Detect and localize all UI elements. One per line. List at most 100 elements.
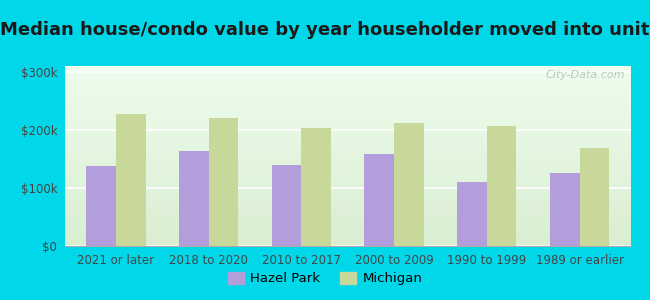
Bar — [65, 178, 630, 179]
Bar — [272, 165, 302, 246]
Bar — [65, 147, 630, 149]
Bar — [65, 208, 630, 210]
Bar — [65, 223, 630, 224]
Bar — [65, 133, 630, 134]
Bar — [65, 190, 630, 192]
Bar — [65, 73, 630, 75]
Bar — [65, 79, 630, 80]
Bar — [65, 230, 630, 232]
Bar — [65, 82, 630, 84]
Bar — [65, 244, 630, 246]
Bar — [65, 84, 630, 86]
Bar — [65, 192, 630, 194]
Bar — [65, 93, 630, 95]
Bar — [302, 128, 331, 246]
Bar — [65, 217, 630, 219]
Bar — [65, 134, 630, 136]
Bar — [65, 237, 630, 239]
Bar — [65, 116, 630, 118]
Bar — [65, 212, 630, 214]
Bar — [65, 115, 630, 116]
Bar — [65, 145, 630, 147]
Bar — [65, 97, 630, 98]
Bar — [65, 149, 630, 151]
Bar — [65, 210, 630, 212]
Bar — [65, 80, 630, 82]
Bar — [65, 89, 630, 91]
Bar — [65, 188, 630, 190]
Bar — [65, 151, 630, 152]
Bar — [65, 228, 630, 230]
Bar — [65, 142, 630, 143]
Bar — [65, 235, 630, 237]
Bar — [65, 179, 630, 181]
Bar — [550, 173, 580, 246]
Bar — [65, 221, 630, 223]
Bar — [65, 107, 630, 109]
Bar — [65, 143, 630, 145]
Bar — [65, 100, 630, 102]
Bar — [65, 106, 630, 107]
Bar — [65, 187, 630, 188]
Bar — [65, 120, 630, 122]
Bar — [65, 170, 630, 172]
Bar — [65, 205, 630, 206]
Bar — [65, 138, 630, 140]
Bar — [65, 226, 630, 228]
Bar — [65, 70, 630, 71]
Text: Median house/condo value by year householder moved into unit: Median house/condo value by year househo… — [0, 21, 650, 39]
Bar — [65, 196, 630, 197]
Bar — [65, 167, 630, 169]
Bar — [65, 152, 630, 154]
Bar — [65, 194, 630, 196]
Bar — [65, 161, 630, 163]
Bar — [65, 66, 630, 68]
Bar — [65, 174, 630, 176]
Bar — [65, 169, 630, 170]
Bar — [65, 113, 630, 115]
Bar — [65, 71, 630, 73]
Bar — [65, 158, 630, 160]
Bar — [116, 114, 146, 246]
Bar — [65, 109, 630, 111]
Bar — [65, 68, 630, 70]
Bar — [65, 232, 630, 233]
Bar — [65, 242, 630, 244]
Bar — [487, 126, 517, 246]
Bar — [365, 154, 394, 246]
Bar — [65, 111, 630, 113]
Bar — [457, 182, 487, 246]
Bar — [65, 165, 630, 167]
Bar — [65, 131, 630, 133]
Bar — [86, 166, 116, 246]
Bar — [65, 125, 630, 127]
Bar — [65, 140, 630, 142]
Bar — [65, 163, 630, 165]
Bar — [65, 91, 630, 93]
Bar — [65, 102, 630, 104]
Bar — [394, 123, 424, 246]
Bar — [65, 181, 630, 183]
Bar — [65, 156, 630, 158]
Bar — [65, 197, 630, 199]
Bar — [65, 239, 630, 241]
Bar — [65, 127, 630, 129]
Text: City-Data.com: City-Data.com — [545, 70, 625, 80]
Bar — [65, 172, 630, 174]
Bar — [65, 215, 630, 217]
Bar — [65, 214, 630, 215]
Bar — [65, 124, 630, 125]
Bar — [65, 160, 630, 161]
Bar — [65, 201, 630, 203]
Bar — [65, 199, 630, 201]
Bar — [65, 98, 630, 100]
Bar — [65, 104, 630, 106]
Bar — [65, 129, 630, 131]
Bar — [65, 95, 630, 97]
Bar — [65, 233, 630, 235]
Bar — [65, 224, 630, 226]
Bar — [65, 118, 630, 120]
Bar — [65, 183, 630, 185]
Bar — [65, 86, 630, 88]
Bar — [65, 77, 630, 79]
